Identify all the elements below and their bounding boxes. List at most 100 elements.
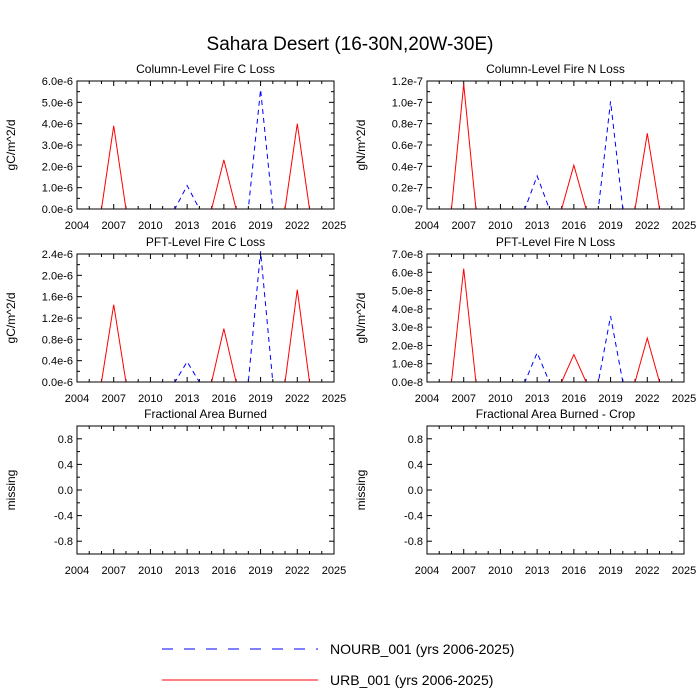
x-tick-label: 2016 [212,393,236,405]
x-tick-label: 2022 [285,220,309,232]
y-tick-label: 0.0e-6 [42,377,73,389]
x-tick-label: 2025 [322,393,346,405]
series-line-urb [450,268,684,383]
y-tick-label: 0.4e-7 [392,161,423,173]
x-tick-label: 2019 [598,393,622,405]
x-tick-label: 2007 [451,393,475,405]
x-tick-label: 2007 [101,565,125,577]
y-tick-label: 1.0e-8 [392,359,423,371]
series-line-nourb [451,101,684,210]
y-tick-label: 0.8 [58,434,73,446]
x-tick-label: 2019 [248,565,272,577]
x-tick-label: 2019 [598,220,622,232]
x-tick-label: 2004 [65,220,89,232]
series-line-nourb [101,251,334,383]
plot-frame [426,425,685,555]
y-axis-label: missing [354,470,368,511]
series-line-urb [450,84,684,210]
x-tick-label: 2016 [212,220,236,232]
y-tick-label: 6.0e-8 [392,267,423,279]
x-tick-label: 2010 [488,393,512,405]
panel-2: Column-Level Fire N Loss gN/m^2/d 2004 2007… [354,62,696,232]
x-tick-label: 2016 [562,393,586,405]
y-tick-label: 0.0e-8 [392,377,423,389]
y-tick-label: 4.0e-6 [42,119,73,131]
plot-frame [426,80,685,210]
series-line-nourb [451,316,684,383]
panel-4: PFT-Level Fire N Loss gN/m^2/d 2004 2007 201… [354,235,696,405]
panel-3: PFT-Level Fire C Loss gC/m^2/d 2004 2007 201… [4,235,346,405]
x-tick-label: 2022 [285,393,309,405]
y-tick-label: 0.4 [58,459,73,471]
x-tick-label: 2013 [525,220,549,232]
y-axis-label: missing [4,470,18,511]
y-axis-label: gC/m^2/d [4,293,18,344]
y-tick-label: 0.2e-7 [392,183,423,195]
x-tick-label: 2004 [415,220,439,232]
x-tick-label: 2004 [65,565,89,577]
y-tick-label: 3.0e-6 [42,140,73,152]
series-line-urb [100,289,334,383]
y-tick-label: 1.0e-6 [42,183,73,195]
series-line-urb [100,123,334,210]
y-tick-label: -0.8 [54,536,73,548]
panel-title: Column-Level Fire C Loss [136,62,275,76]
y-tick-label: 7.0e-8 [392,249,423,261]
legend-label-nourb: NOURB_001 (yrs 2006-2025) [330,641,514,657]
x-tick-label: 2025 [672,565,696,577]
x-tick-label: 2013 [175,220,199,232]
panel-title: PFT-Level Fire C Loss [146,235,265,249]
x-tick-label: 2019 [248,220,272,232]
y-tick-label: 0.0 [408,485,423,497]
panel-title: PFT-Level Fire N Loss [496,235,615,249]
y-axis-label: gN/m^2/d [354,120,368,171]
x-tick-label: 2022 [635,220,659,232]
y-tick-label: 6.0e-6 [42,76,73,88]
y-tick-label: 0.0e-6 [42,204,73,216]
y-tick-label: 4.0e-8 [392,304,423,316]
x-tick-label: 2022 [635,393,659,405]
figure-title: Sahara Desert (16-30N,20W-30E) [207,34,494,55]
legend: NOURB_001 (yrs 2006-2025) URB_001 (yrs 2… [162,641,514,688]
y-tick-label: 1.2e-7 [392,76,423,88]
x-tick-label: 2004 [415,565,439,577]
y-tick-label: 0.0e-7 [392,204,423,216]
y-tick-label: 2.0e-8 [392,340,423,352]
panels: Column-Level Fire C Loss gC/m^2/d 2004 2007… [4,62,696,577]
x-tick-label: 2010 [138,393,162,405]
y-tick-label: 3.0e-8 [392,322,423,334]
y-tick-label: 0.4 [408,459,423,471]
y-tick-label: 0.0 [58,485,73,497]
x-tick-label: 2016 [212,565,236,577]
y-tick-label: 2.0e-6 [42,270,73,282]
x-tick-label: 2025 [322,565,346,577]
x-tick-label: 2010 [138,565,162,577]
x-tick-label: 2010 [138,220,162,232]
x-tick-label: 2025 [672,220,696,232]
x-tick-label: 2004 [65,393,89,405]
panel-title: Fractional Area Burned [144,407,267,421]
y-axis-label: gN/m^2/d [354,293,368,344]
y-axis-label: gC/m^2/d [4,120,18,171]
plot-frame [76,253,335,383]
y-tick-label: 0.6e-7 [392,140,423,152]
y-tick-label: 1.6e-6 [42,292,73,304]
y-tick-label: 5.0e-8 [392,286,423,298]
series-line-nourb [101,89,334,210]
x-tick-label: 2019 [598,565,622,577]
x-tick-label: 2010 [488,565,512,577]
plot-frame [76,425,335,555]
y-tick-label: -0.8 [404,536,423,548]
y-tick-label: 2.4e-6 [42,249,73,261]
x-tick-label: 2022 [285,565,309,577]
x-tick-label: 2007 [101,393,125,405]
x-tick-label: 2013 [175,565,199,577]
plot-frame [76,80,335,210]
x-tick-label: 2025 [672,393,696,405]
x-tick-label: 2007 [451,565,475,577]
y-tick-label: 1.2e-6 [42,313,73,325]
y-tick-label: 0.4e-6 [42,356,73,368]
x-tick-label: 2010 [488,220,512,232]
panel-title: Column-Level Fire N Loss [486,62,625,76]
